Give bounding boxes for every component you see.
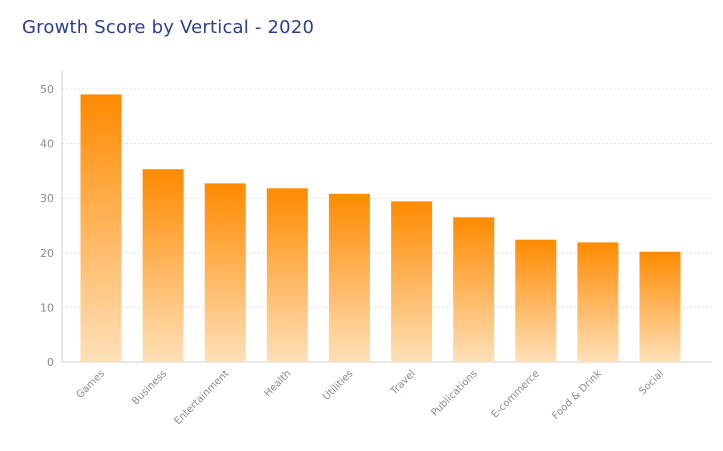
- x-tick-label: E-commerce: [490, 368, 542, 420]
- bar-travel: [391, 201, 433, 362]
- x-tick-label: Utilities: [321, 368, 355, 402]
- bar-business: [142, 169, 184, 362]
- y-tick-label: 20: [40, 247, 54, 260]
- x-tick-labels: Games Business Entertainment Health Utilitie…: [75, 368, 667, 427]
- y-tick-label: 50: [40, 83, 54, 96]
- bar-e-commerce: [515, 239, 557, 362]
- x-tick-label: Entertainment: [173, 368, 232, 427]
- y-tick-labels: 0 10 20 30 40 50: [40, 83, 54, 369]
- bar-publications: [453, 217, 495, 362]
- bars: [80, 94, 681, 363]
- x-tick-label: Games: [75, 368, 108, 401]
- bar-entertainment: [204, 183, 246, 362]
- x-tick-label: Business: [130, 368, 169, 407]
- bar-health: [266, 188, 308, 362]
- y-tick-label: 10: [40, 301, 54, 314]
- bar-utilities: [328, 193, 370, 362]
- x-tick-label: Social: [637, 368, 666, 397]
- y-tick-label: 0: [47, 356, 54, 369]
- x-tick-label: Publications: [430, 368, 480, 418]
- bar-social: [639, 251, 681, 362]
- x-tick-label: Health: [262, 368, 293, 399]
- chart-title: Growth Score by Vertical - 2020: [22, 17, 315, 38]
- bar-games: [80, 94, 122, 363]
- x-tick-label: Food & Drink: [550, 368, 604, 422]
- bar-food-drink: [577, 242, 619, 362]
- y-tick-label: 30: [40, 192, 54, 205]
- y-tick-label: 40: [40, 138, 54, 151]
- x-tick-label: Travel: [388, 368, 418, 398]
